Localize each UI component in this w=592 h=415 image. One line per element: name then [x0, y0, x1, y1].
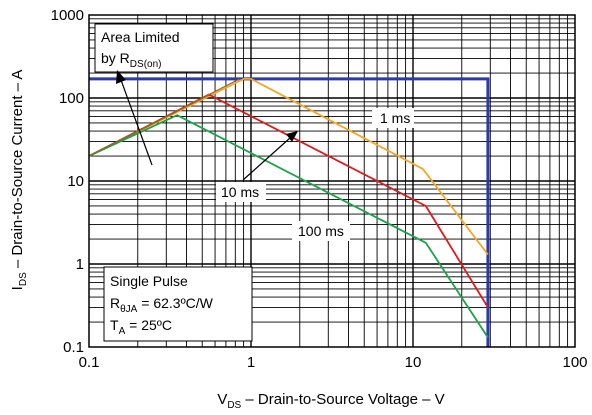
y-axis-label-main: I: [9, 286, 26, 290]
conditions-rtheta-value: = 62.3ºC/W: [137, 295, 213, 311]
curve-rdson-limit: [88, 78, 240, 157]
label-100ms-bg: [292, 221, 350, 241]
conditions-rtheta-main: R: [110, 295, 120, 311]
limit-boundary: [89, 77, 490, 347]
rdson-annotation-line1: Area Limited: [101, 29, 180, 45]
grid: [89, 15, 575, 347]
conditions-line1: Single Pulse: [110, 273, 188, 289]
y-axis-label-rest: – Drain-to-Source Current – A: [9, 70, 26, 273]
label-10ms-bg: [216, 182, 266, 202]
rdson-annotation-main: by R: [101, 50, 130, 66]
x-tick-label: 100: [562, 354, 587, 371]
rdson-pointer-arrow: [120, 79, 153, 166]
conditions-ta-main: T: [110, 317, 119, 333]
y-tick-label: 10: [67, 173, 84, 190]
conditions-line2: RθJA = 62.3ºC/W: [110, 295, 214, 315]
curve-1ms: [88, 78, 489, 256]
curve-100ms: [88, 114, 489, 338]
conditions-ta-sub: A: [119, 326, 126, 337]
y-tick-label: 1000: [51, 7, 84, 24]
y-axis-label-sub: DS: [18, 272, 29, 286]
x-tick-label: 0.1: [79, 354, 100, 371]
conditions-line3: TA = 25ºC: [110, 317, 172, 337]
x-tick-label: 1: [247, 354, 255, 371]
x-axis-label-rest: – Drain-to-Source Voltage – V: [241, 391, 444, 408]
y-tick-label: 0.1: [63, 339, 84, 356]
x-axis-label-main: V: [217, 391, 227, 408]
conditions-ta-value: = 25ºC: [125, 317, 172, 333]
label-10ms: 10 ms: [221, 184, 259, 200]
limit-boundary-group: [89, 77, 490, 347]
x-tick-label: 10: [405, 354, 422, 371]
rdson-annotation-box: [94, 23, 214, 73]
series-group: [88, 78, 489, 338]
tick-labels: 0.1 1 10 100 0.1 1 10 100 1000: [51, 7, 588, 371]
label-10ms-arrowhead: [286, 131, 298, 142]
y-axis-label: IDS – Drain-to-Source Current – A: [9, 70, 29, 291]
x-axis-label: VDS – Drain-to-Source Voltage – V: [217, 391, 444, 411]
label-1ms: 1 ms: [380, 110, 410, 126]
label-1ms-bg: [372, 108, 414, 128]
conditions-box: [103, 266, 253, 342]
label-10ms-pointer: [242, 137, 291, 181]
rdson-annotation-line2: by RDS(on): [101, 50, 161, 70]
x-axis-label-sub: DS: [227, 400, 241, 411]
y-tick-label: 100: [59, 90, 84, 107]
conditions-rtheta-sub: θJA: [120, 304, 138, 315]
rdson-annotation-sub: DS(on): [130, 59, 162, 70]
rdson-pointer-arrowhead: [116, 70, 126, 84]
label-100ms: 100 ms: [298, 223, 344, 239]
plot-frame: [88, 14, 576, 348]
y-tick-label: 1: [76, 256, 84, 273]
